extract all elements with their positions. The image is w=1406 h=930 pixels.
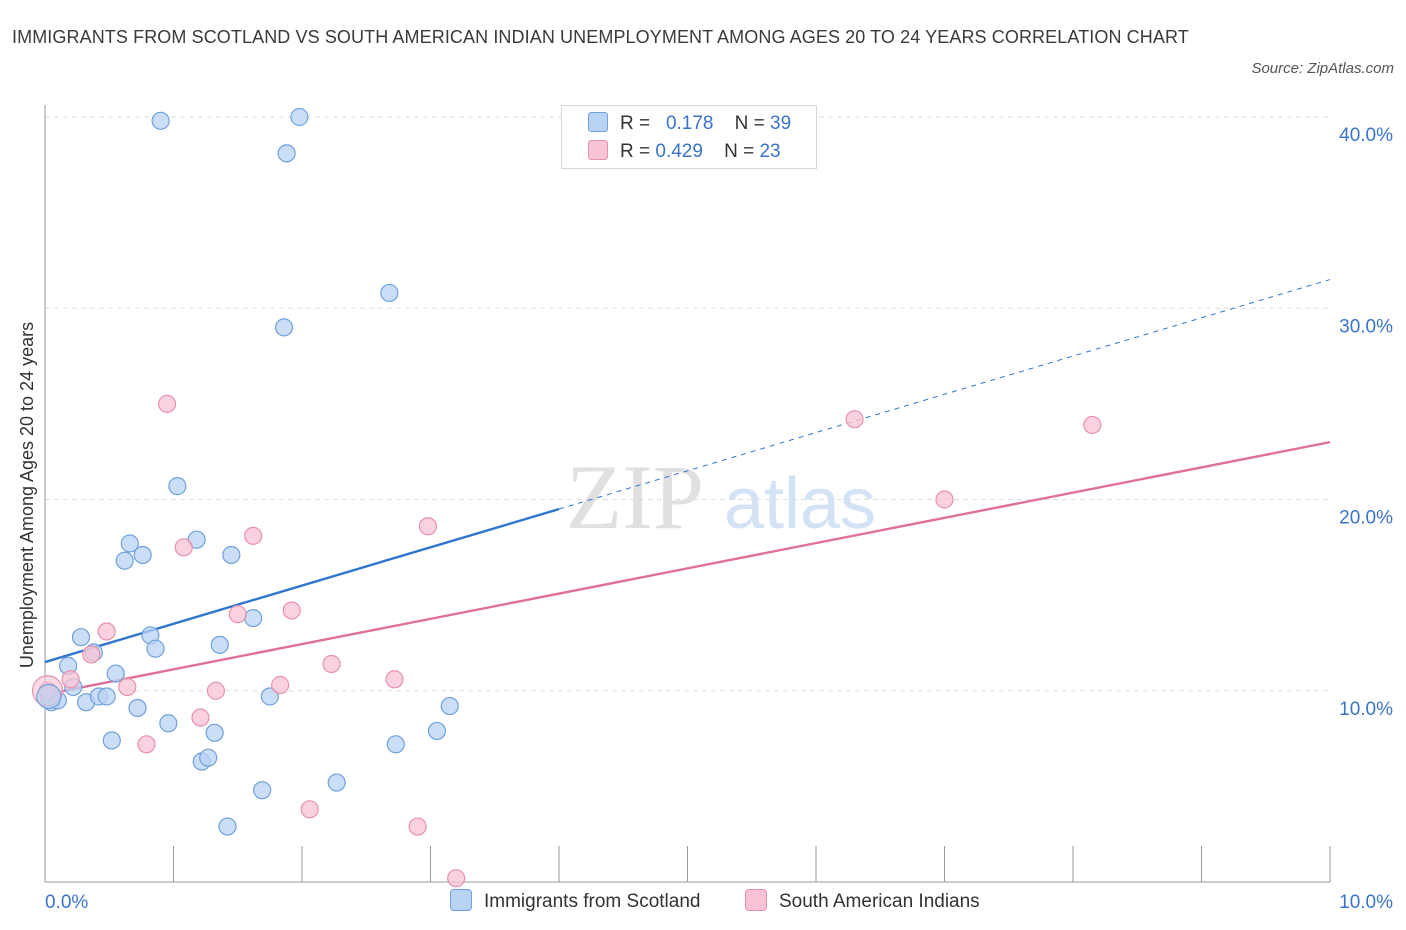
data-point-scotland	[277, 144, 296, 163]
data-point-scotland	[244, 608, 263, 628]
data-point-scotland	[427, 721, 447, 741]
legend-n-label: N =	[724, 141, 755, 162]
data-point-south-american-indians	[206, 681, 226, 700]
data-point-scotland	[133, 545, 152, 565]
legend-item-sai[interactable]: South American Indians	[745, 888, 980, 916]
data-point-scotland	[222, 545, 241, 565]
data-point-scotland	[97, 687, 116, 706]
data-point-south-american-indians	[271, 675, 290, 695]
legend-row-sai: R = 0.429 N = 23	[588, 139, 781, 165]
data-point-scotland	[380, 283, 399, 303]
label-layer: 10.0% 20.0% 30.0% 40.0% 0.0% 10.0% Unemploymen…	[17, 125, 1393, 913]
legend-swatch-pink	[588, 140, 608, 160]
legend-r-label: R =	[620, 113, 651, 134]
data-point-south-american-indians	[935, 490, 954, 509]
legend-swatch-blue	[588, 112, 608, 132]
data-point-south-american-indians	[61, 670, 80, 689]
data-point-scotland	[260, 687, 279, 706]
y-tick-label: 40.0%	[1339, 125, 1393, 146]
trendline-scotland	[44, 507, 560, 664]
legend-r-label: R =	[620, 141, 651, 162]
data-point-scotland	[146, 639, 165, 658]
trend-layer	[44, 279, 1331, 696]
data-point-south-american-indians	[845, 410, 864, 429]
data-point-scotland	[274, 318, 294, 337]
data-point-scotland	[159, 714, 178, 733]
trendline-south-american-indians	[44, 440, 1331, 696]
y-axis-label: Unemployment Among Ages 20 to 24 years	[17, 322, 37, 668]
legend-item-scotland[interactable]: Immigrants from Scotland	[450, 888, 700, 916]
legend-n-value-sai: 23	[759, 141, 781, 162]
legend-row-scotland: R = 0.178 N = 39	[588, 111, 791, 137]
trendline-scotland-extension	[558, 279, 1331, 510]
data-point-south-american-indians	[97, 622, 116, 641]
watermark-atlas: atlas	[724, 464, 876, 544]
data-point-scotland	[120, 534, 139, 553]
data-point-south-american-indians	[300, 800, 319, 819]
data-point-scotland	[102, 731, 121, 750]
data-point-south-american-indians	[322, 654, 341, 674]
legend-r-value-sai: 0.429	[655, 141, 703, 162]
y-tick-label: 10.0%	[1339, 699, 1393, 720]
data-point-scotland	[168, 477, 187, 496]
data-point-scotland	[106, 664, 125, 683]
data-point-south-american-indians	[408, 817, 427, 836]
source-label: Source: ZipAtlas.com	[1251, 60, 1394, 77]
data-point-scotland	[128, 698, 147, 718]
data-point-scotland	[71, 628, 91, 647]
data-point-scotland	[115, 551, 134, 570]
data-point-south-american-indians	[82, 645, 101, 664]
data-point-south-american-indians	[1083, 415, 1102, 435]
chart-title: IMMIGRANTS FROM SCOTLAND VS SOUTH AMERIC…	[12, 27, 1189, 47]
axis-layer	[44, 105, 1331, 883]
data-point-south-american-indians	[282, 601, 301, 620]
data-point-scotland	[327, 773, 346, 792]
data-point-south-american-indians	[418, 517, 438, 536]
correlation-legend: R = 0.178 N = 39 R = 0.429 N = 23	[561, 105, 817, 169]
data-point-scotland	[253, 781, 272, 800]
point-layer	[31, 107, 1102, 888]
data-point-scotland	[290, 107, 309, 127]
data-point-south-american-indians	[228, 605, 247, 624]
data-point-scotland	[218, 817, 237, 836]
data-point-south-american-indians	[157, 394, 177, 413]
data-point-scotland	[199, 748, 218, 767]
data-point-cluster-blue	[36, 683, 62, 710]
data-point-south-american-indians	[385, 670, 404, 689]
watermark: ZIP atlas	[566, 446, 876, 548]
x-tick-label: 10.0%	[1339, 892, 1393, 913]
data-point-scotland	[210, 635, 229, 654]
data-point-south-american-indians	[118, 677, 137, 697]
watermark-zip: ZIP	[566, 446, 704, 548]
data-point-scotland	[151, 111, 170, 130]
legend-label-scotland: Immigrants from Scotland	[484, 891, 701, 912]
data-point-scotland	[205, 723, 224, 742]
legend-label-sai: South American Indians	[779, 891, 980, 912]
data-point-south-american-indians	[244, 526, 263, 545]
y-tick-label: 20.0%	[1339, 508, 1393, 529]
legend-n-value-scotland: 39	[770, 113, 792, 134]
data-point-south-american-indians	[137, 735, 156, 754]
legend-swatch-pink	[745, 889, 767, 911]
y-tick-label: 30.0%	[1339, 316, 1393, 337]
legend-r-value-scotland: 0.178	[665, 113, 714, 134]
data-point-south-american-indians	[191, 708, 210, 727]
legend-swatch-blue	[450, 889, 472, 911]
data-point-south-american-indians	[174, 538, 193, 557]
data-point-scotland	[440, 696, 459, 716]
data-point-scotland	[386, 735, 405, 754]
data-point-south-american-indians	[447, 869, 466, 888]
x-tick-label: 0.0%	[45, 892, 88, 913]
legend-n-label: N =	[734, 113, 765, 134]
